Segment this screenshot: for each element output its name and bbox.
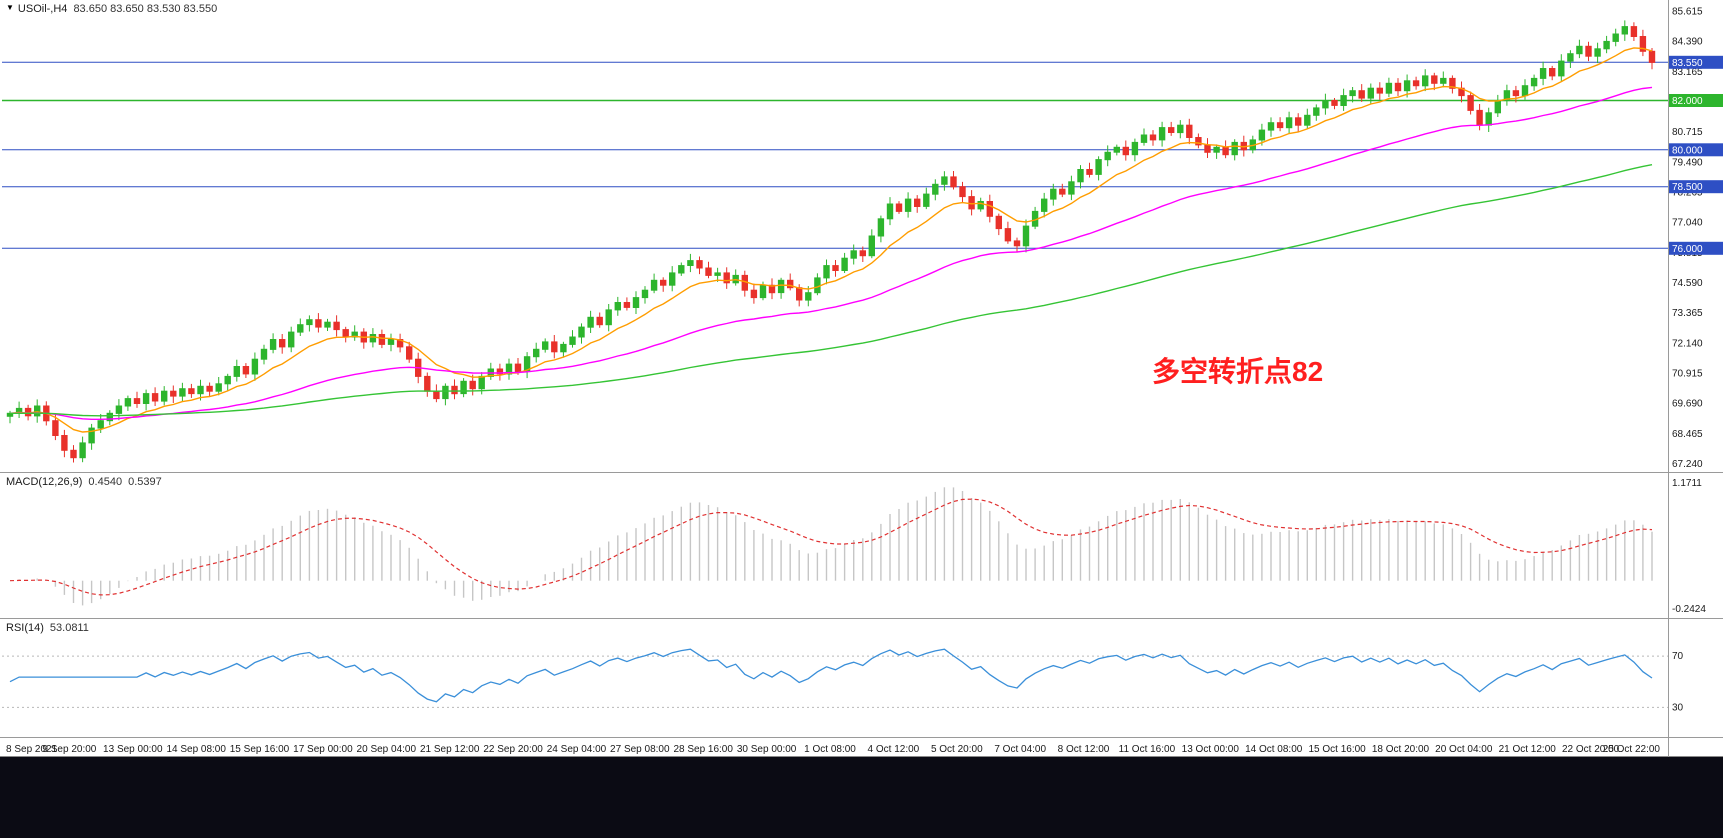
price-chart-svg[interactable]: 85.61584.39083.16580.71579.49078.26577.0… <box>0 0 1723 757</box>
time-tick-label: 7 Oct 04:00 <box>994 744 1046 755</box>
ma-fast-line <box>9 47 1653 433</box>
price-tick-label: 83.165 <box>1672 67 1703 78</box>
time-tick-label: 18 Oct 20:00 <box>1372 744 1430 755</box>
time-tick-label: 5 Oct 20:00 <box>931 744 983 755</box>
rsi-levels: 70 30 <box>2 651 1684 713</box>
price-badge-label: 83.550 <box>1672 58 1703 69</box>
chart-title: ▼ USOil-,H4 83.650 83.650 83.530 83.550 <box>6 3 217 15</box>
price-level-badges: 83.550 82.000 80.000 78.500 76.000 <box>1669 55 1723 255</box>
symbol-period-label: USOil-,H4 <box>17 3 68 15</box>
time-tick-label: 13 Sep 00:00 <box>103 744 163 755</box>
time-tick-label: 15 Sep 16:00 <box>230 744 290 755</box>
rsi-name: RSI(14) <box>6 622 44 634</box>
time-tick-label: 22 Oct 20:00 <box>1562 744 1620 755</box>
panel-separators <box>0 0 1723 757</box>
time-tick-label: 27 Sep 08:00 <box>610 744 670 755</box>
taskbar <box>0 757 1723 838</box>
macd-histogram <box>18 487 1653 606</box>
time-tick-label: 8 Oct 12:00 <box>1058 744 1110 755</box>
time-tick-label: 21 Oct 12:00 <box>1499 744 1557 755</box>
macd-signal-value: 0.5397 <box>128 476 162 488</box>
macd-axis-min: -0.2424 <box>1672 604 1706 615</box>
rsi-value: 53.0811 <box>49 622 89 634</box>
price-badge-label: 80.000 <box>1672 145 1703 156</box>
time-tick-label: 17 Sep 00:00 <box>293 744 353 755</box>
time-tick-label: 14 Oct 08:00 <box>1245 744 1303 755</box>
time-tick-label: 22 Sep 20:00 <box>483 744 543 755</box>
macd-signal-line <box>9 498 1653 596</box>
macd-axis[interactable]: 1.1711 -0.2424 <box>1672 478 1706 615</box>
chart-area[interactable]: 85.61584.39083.16580.71579.49078.26577.0… <box>0 0 1723 757</box>
time-tick-label: 8 Sep 2021 <box>6 744 58 755</box>
price-tick-label: 69.690 <box>1672 399 1703 410</box>
price-tick-label: 67.240 <box>1672 459 1703 470</box>
rsi-level-label: 70 <box>1672 651 1684 662</box>
price-axis[interactable]: 85.61584.39083.16580.71579.49078.26577.0… <box>1672 7 1703 471</box>
price-tick-label: 72.140 <box>1672 338 1703 349</box>
price-badge-label: 76.000 <box>1672 244 1703 255</box>
price-tick-label: 79.490 <box>1672 157 1703 168</box>
time-tick-label: 20 Oct 04:00 <box>1435 744 1493 755</box>
macd-indicator-label: MACD(12,26,9) 0.4540 0.5397 <box>6 476 162 488</box>
price-tick-label: 84.390 <box>1672 37 1703 48</box>
price-badge-label: 82.000 <box>1672 96 1703 107</box>
time-tick-label: 13 Oct 00:00 <box>1182 744 1240 755</box>
time-tick-label: 28 Sep 16:00 <box>673 744 733 755</box>
macd-name: MACD(12,26,9) <box>6 476 83 488</box>
time-tick-label: 30 Sep 00:00 <box>737 744 797 755</box>
rsi-indicator-label: RSI(14) 53.0811 <box>6 622 89 634</box>
ohlc-values: 83.650 83.650 83.530 83.550 <box>73 3 218 15</box>
price-tick-label: 74.590 <box>1672 278 1703 289</box>
candles <box>6 20 1656 463</box>
symbol-dropdown-icon[interactable]: ▼ <box>6 3 14 12</box>
price-tick-label: 77.040 <box>1672 218 1703 229</box>
rsi-level-label: 30 <box>1672 702 1684 713</box>
price-tick-label: 80.715 <box>1672 127 1703 138</box>
price-tick-label: 85.615 <box>1672 7 1703 18</box>
price-tick-label: 73.365 <box>1672 308 1703 319</box>
time-tick-label: 24 Sep 04:00 <box>547 744 607 755</box>
macd-axis-max: 1.1711 <box>1672 478 1702 489</box>
ma-mid-line <box>9 86 1653 420</box>
time-tick-label: 15 Oct 16:00 <box>1308 744 1366 755</box>
time-tick-label: 4 Oct 12:00 <box>868 744 920 755</box>
price-tick-label: 70.915 <box>1672 369 1703 380</box>
time-tick-label: 1 Oct 08:00 <box>804 744 856 755</box>
time-tick-label: 9 Sep 20:00 <box>42 744 96 755</box>
price-badge-label: 78.500 <box>1672 182 1703 193</box>
time-tick-label: 21 Sep 12:00 <box>420 744 480 755</box>
price-tick-label: 68.465 <box>1672 429 1703 440</box>
time-tick-label: 14 Sep 08:00 <box>166 744 226 755</box>
ma-slow-line <box>10 164 1653 417</box>
macd-main-value: 0.4540 <box>88 476 123 488</box>
horizontal-levels[interactable] <box>2 61 1668 249</box>
chart-text-annotation: 多空转折点82 <box>1152 356 1324 387</box>
time-tick-label: 20 Sep 04:00 <box>357 744 417 755</box>
time-tick-label: 25 Oct 22:00 <box>1603 744 1661 755</box>
rsi-line <box>9 648 1653 703</box>
time-tick-label: 11 Oct 16:00 <box>1119 744 1176 755</box>
